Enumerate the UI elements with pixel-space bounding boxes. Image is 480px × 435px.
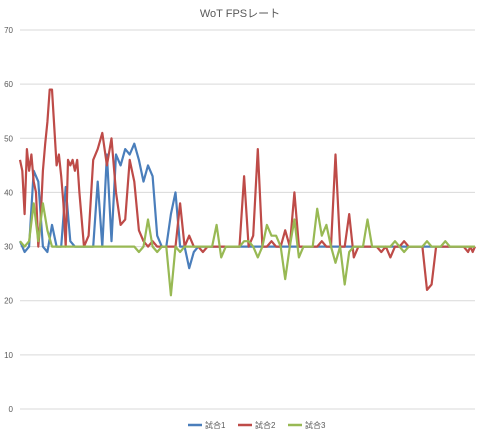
y-tick-label: 60 [4,80,13,89]
y-tick-label: 0 [9,405,14,414]
series-lines [18,88,477,297]
legend: 試合1 試合2 試合3 [188,420,326,430]
y-tick-label: 10 [4,351,13,360]
legend-label-2: 試合2 [255,420,276,430]
y-tick-label: 50 [4,134,13,143]
legend-label-3: 試合3 [305,420,326,430]
series-line-3 [19,202,475,297]
y-tick-label: 70 [4,26,13,35]
y-tick-label: 40 [4,188,13,197]
chart-title: WoT FPSレート [200,8,280,20]
y-tick-label: 20 [4,297,13,306]
series-line-2 [18,88,477,291]
legend-label-1: 試合1 [205,420,226,430]
y-tick-label: 30 [4,243,13,252]
y-axis-ticks: 0 10 20 30 40 50 60 70 [4,26,13,414]
